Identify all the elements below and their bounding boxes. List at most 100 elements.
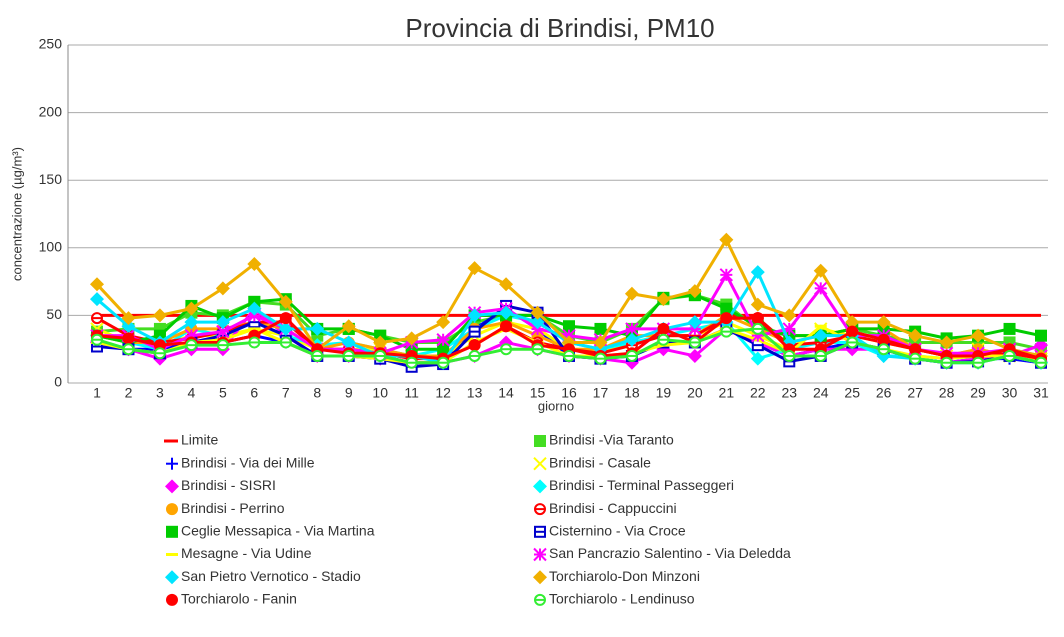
marker-shape (876, 315, 891, 330)
legend-label: San Pietro Vernotico - Stadio (181, 568, 361, 584)
marker-shape (467, 308, 482, 323)
x-tick-label: 8 (313, 385, 321, 401)
marker-shape (437, 333, 450, 346)
data-point (374, 349, 387, 362)
marker-shape (310, 321, 325, 336)
marker-shape (877, 333, 890, 346)
data-point (373, 335, 388, 350)
x-tick-label: 11 (404, 385, 419, 401)
data-point (687, 284, 702, 299)
data-point (563, 320, 575, 333)
x-axis-label: giorno (538, 398, 574, 413)
legend-label: Brindisi -Via Taranto (549, 432, 674, 448)
marker-shape (184, 315, 199, 330)
legend-swatch (533, 479, 547, 494)
x-tick-label: 20 (687, 385, 703, 401)
data-point (657, 333, 670, 346)
data-point (688, 336, 701, 349)
data-point (342, 349, 355, 362)
data-point (656, 292, 671, 307)
x-tick-label: 13 (467, 385, 483, 401)
data-point (1003, 349, 1016, 362)
x-tick-label: 10 (372, 385, 388, 401)
marker-shape (563, 320, 575, 333)
legend-label: Torchiarolo-Don Minzoni (549, 568, 700, 584)
data-point (909, 352, 922, 365)
legend-swatch (534, 435, 546, 447)
marker-shape (215, 281, 230, 296)
x-tick-label: 17 (593, 385, 609, 401)
data-point (437, 356, 450, 369)
x-tick-label: 24 (813, 385, 829, 401)
data-point (310, 321, 325, 336)
data-point (436, 315, 451, 330)
data-point (499, 305, 514, 320)
data-point (657, 322, 670, 335)
x-tick-label: 9 (345, 385, 353, 401)
marker-shape (121, 311, 136, 326)
legend-label: Brindisi - Via dei Mille (181, 454, 315, 470)
data-point (750, 265, 765, 280)
x-tick-label: 29 (970, 385, 986, 401)
data-point (152, 308, 167, 323)
data-point (909, 343, 922, 356)
data-point (846, 325, 859, 338)
data-point (876, 315, 891, 330)
legend-swatch (165, 479, 179, 494)
marker-shape (534, 435, 546, 447)
data-point (468, 339, 481, 352)
data-point (1003, 322, 1016, 335)
data-point (121, 319, 136, 334)
marker-shape (1003, 322, 1016, 335)
data-point (184, 301, 199, 316)
y-tick-label: 0 (54, 374, 62, 390)
marker-shape (656, 292, 671, 307)
marker-shape (499, 305, 514, 320)
marker-shape (657, 322, 670, 335)
x-tick-label: 22 (750, 385, 766, 401)
y-tick-label: 100 (39, 239, 63, 255)
x-tick-label: 14 (498, 385, 514, 401)
data-point (813, 328, 828, 343)
marker-shape (813, 328, 828, 343)
data-point (215, 315, 230, 330)
marker-shape (719, 232, 734, 247)
data-point (90, 277, 104, 292)
marker-shape (436, 315, 451, 330)
marker-shape (594, 322, 607, 335)
data-point (467, 308, 482, 323)
data-point (719, 232, 734, 247)
x-tick-label: 25 (844, 385, 860, 401)
data-point (972, 356, 985, 369)
marker-shape (814, 282, 827, 295)
marker-shape (90, 292, 104, 307)
x-tick-label: 2 (125, 385, 133, 401)
marker-shape (341, 319, 356, 334)
x-tick-label: 6 (250, 385, 258, 401)
data-point (468, 325, 481, 338)
marker-shape (247, 301, 262, 316)
x-tick-label: 7 (282, 385, 290, 401)
marker-shape (687, 315, 702, 330)
data-point (908, 328, 923, 343)
marker-shape (687, 284, 702, 299)
legend-label: Cisternino - Via Croce (549, 523, 686, 539)
data-point (153, 347, 166, 360)
data-point (594, 322, 607, 335)
data-point (279, 312, 292, 325)
data-point (530, 305, 545, 320)
marker-shape (373, 335, 388, 350)
legend-swatch (166, 457, 178, 470)
marker-shape (624, 286, 639, 301)
legend-label: Brindisi - Cappuccini (549, 500, 677, 516)
chart-title: Provincia di Brindisi, PM10 (405, 13, 714, 43)
legend-swatch (166, 503, 178, 516)
data-point (91, 333, 103, 346)
data-point (1035, 356, 1047, 369)
data-point (341, 319, 356, 334)
data-point (845, 315, 860, 330)
marker-shape (783, 322, 796, 335)
data-point (405, 356, 418, 369)
legend-swatch (534, 525, 546, 538)
